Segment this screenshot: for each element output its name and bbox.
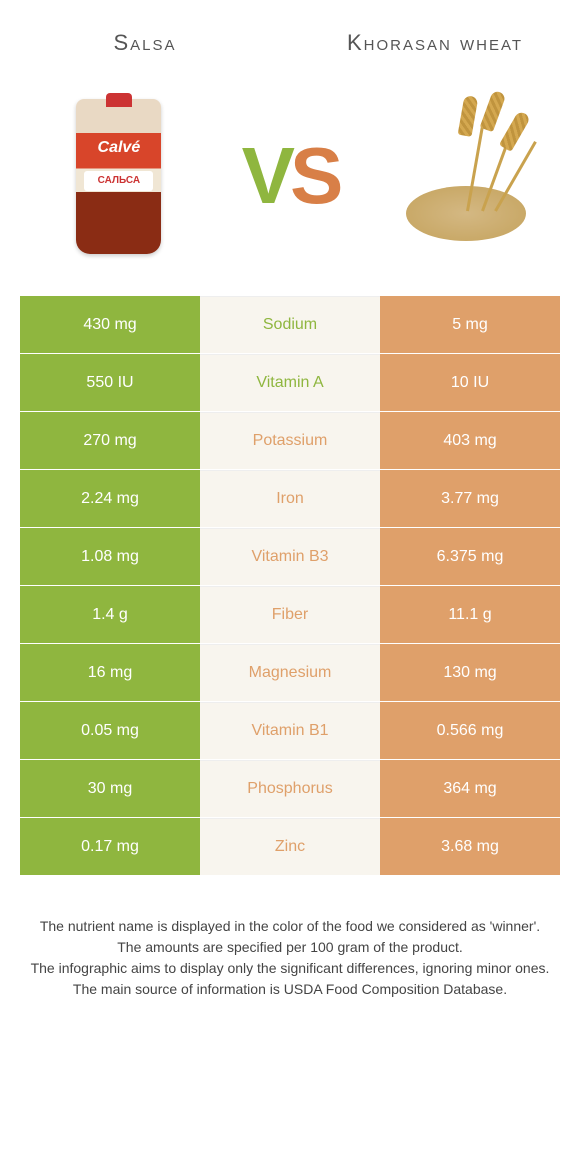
- vs-s: S: [290, 131, 338, 220]
- footer-line-2: The amounts are specified per 100 gram o…: [20, 937, 560, 958]
- nutrient-name: Vitamin A: [200, 354, 380, 411]
- value-wheat: 5 mg: [380, 296, 560, 353]
- nutrient-name: Sodium: [200, 296, 380, 353]
- salsa-pack-label: САЛЬСА: [84, 171, 153, 191]
- value-wheat: 3.77 mg: [380, 470, 560, 527]
- value-wheat: 11.1 g: [380, 586, 560, 643]
- table-row: 430 mgSodium5 mg: [20, 296, 560, 354]
- table-row: 1.4 gFiber11.1 g: [20, 586, 560, 644]
- salsa-image: САЛЬСА: [44, 86, 194, 266]
- nutrient-name: Fiber: [200, 586, 380, 643]
- nutrient-name: Zinc: [200, 818, 380, 875]
- nutrient-name: Iron: [200, 470, 380, 527]
- value-salsa: 16 mg: [20, 644, 200, 701]
- value-salsa: 0.05 mg: [20, 702, 200, 759]
- nutrient-name: Vitamin B3: [200, 528, 380, 585]
- salsa-pack-icon: САЛЬСА: [76, 99, 161, 254]
- nutrient-name: Potassium: [200, 412, 380, 469]
- value-wheat: 10 IU: [380, 354, 560, 411]
- nutrient-name: Phosphorus: [200, 760, 380, 817]
- table-row: 0.17 mgZinc3.68 mg: [20, 818, 560, 876]
- footer-line-4: The main source of information is USDA F…: [20, 979, 560, 1000]
- nutrition-table: 430 mgSodium5 mg550 IUVitamin A10 IU270 …: [20, 296, 560, 876]
- header-wheat: Khorasan wheat: [290, 0, 580, 86]
- value-salsa: 0.17 mg: [20, 818, 200, 875]
- header-row: Salsa Khorasan wheat: [0, 0, 580, 86]
- vs-label: VS: [242, 130, 339, 222]
- value-salsa: 2.24 mg: [20, 470, 200, 527]
- footer-line-3: The infographic aims to display only the…: [20, 958, 560, 979]
- table-row: 1.08 mgVitamin B36.375 mg: [20, 528, 560, 586]
- table-row: 270 mgPotassium403 mg: [20, 412, 560, 470]
- value-salsa: 430 mg: [20, 296, 200, 353]
- value-wheat: 0.566 mg: [380, 702, 560, 759]
- value-salsa: 30 mg: [20, 760, 200, 817]
- image-row: САЛЬСА VS: [0, 86, 580, 296]
- table-row: 2.24 mgIron3.77 mg: [20, 470, 560, 528]
- nutrient-name: Vitamin B1: [200, 702, 380, 759]
- value-wheat: 364 mg: [380, 760, 560, 817]
- value-salsa: 1.08 mg: [20, 528, 200, 585]
- wheat-icon: [386, 101, 536, 251]
- footer-notes: The nutrient name is displayed in the co…: [20, 916, 560, 1000]
- value-wheat: 3.68 mg: [380, 818, 560, 875]
- table-row: 16 mgMagnesium130 mg: [20, 644, 560, 702]
- value-salsa: 550 IU: [20, 354, 200, 411]
- value-wheat: 6.375 mg: [380, 528, 560, 585]
- nutrient-name: Magnesium: [200, 644, 380, 701]
- value-salsa: 1.4 g: [20, 586, 200, 643]
- table-row: 0.05 mgVitamin B10.566 mg: [20, 702, 560, 760]
- header-salsa: Salsa: [0, 0, 290, 86]
- wheat-image: [386, 86, 536, 266]
- vs-v: V: [242, 131, 290, 220]
- value-wheat: 130 mg: [380, 644, 560, 701]
- table-row: 30 mgPhosphorus364 mg: [20, 760, 560, 818]
- footer-line-1: The nutrient name is displayed in the co…: [20, 916, 560, 937]
- value-salsa: 270 mg: [20, 412, 200, 469]
- table-row: 550 IUVitamin A10 IU: [20, 354, 560, 412]
- value-wheat: 403 mg: [380, 412, 560, 469]
